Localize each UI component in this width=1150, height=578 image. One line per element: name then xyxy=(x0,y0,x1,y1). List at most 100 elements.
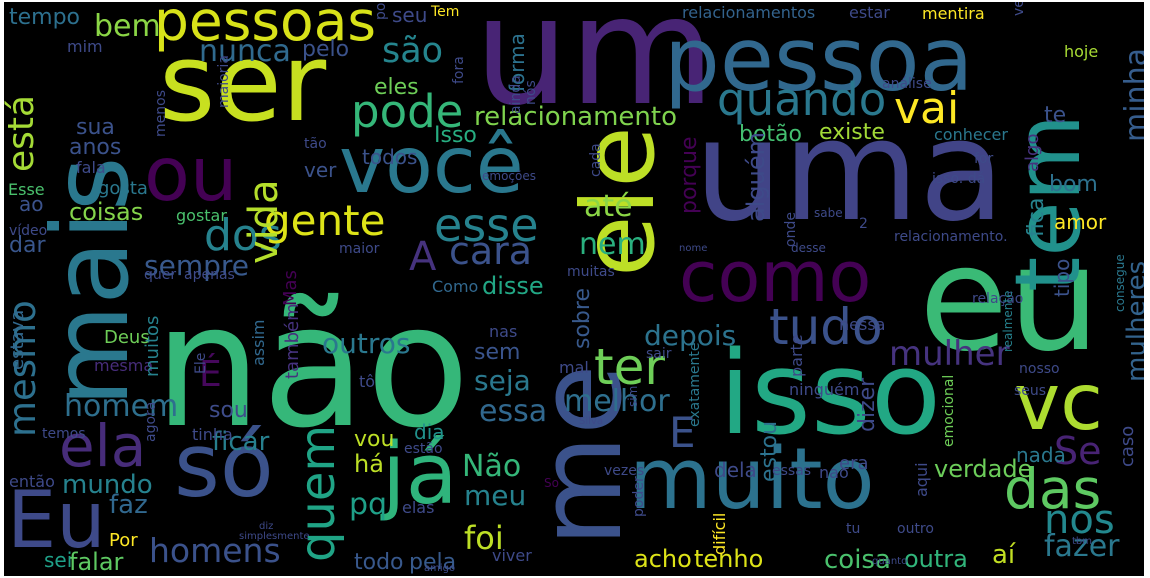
word-cloud-word: pq xyxy=(349,487,388,522)
word-cloud-word: pessoa xyxy=(664,8,974,111)
word-cloud-word: sair xyxy=(646,346,672,362)
word-cloud-word: estar xyxy=(849,3,890,22)
word-cloud-word: homem xyxy=(64,389,179,424)
word-cloud-word: pessoas xyxy=(154,2,377,53)
word-cloud-word: ao xyxy=(19,192,44,216)
word-cloud-word: mim xyxy=(67,37,103,56)
word-cloud-word: homens xyxy=(149,531,281,570)
word-cloud-word: Tem xyxy=(431,4,460,20)
word-cloud-word: até xyxy=(584,189,633,224)
word-cloud-word: cara xyxy=(449,229,533,273)
word-cloud-word: gente xyxy=(264,196,386,245)
word-cloud-word: 2 xyxy=(859,216,868,232)
word-cloud-word: anos xyxy=(69,135,122,160)
word-cloud-word: ainda xyxy=(508,75,524,114)
word-cloud-word: sei xyxy=(44,548,73,572)
word-cloud-word: vez xyxy=(1011,2,1027,16)
word-cloud-word: acho xyxy=(634,545,692,573)
word-cloud-word: ser xyxy=(159,21,327,146)
word-cloud-word: nem xyxy=(579,227,646,262)
word-cloud-word: nosso xyxy=(1019,361,1060,377)
word-cloud-word: difícil xyxy=(710,512,729,555)
word-cloud-word: que xyxy=(1120,125,1144,257)
word-cloud-word: seus xyxy=(1014,383,1047,399)
word-cloud-word: pois xyxy=(373,2,389,20)
word-cloud-word: mesma xyxy=(94,356,154,375)
word-cloud-word: coisas xyxy=(69,198,144,226)
word-cloud-word: tudo xyxy=(769,298,883,356)
word-cloud-word: já xyxy=(382,425,458,524)
word-cloud-word: foi xyxy=(464,519,504,557)
word-cloud-word: vai xyxy=(894,83,960,134)
word-cloud-word: nós xyxy=(523,80,539,105)
word-cloud-word: Como xyxy=(432,277,479,296)
word-cloud-word: porque xyxy=(677,136,702,214)
word-cloud-word: sempre xyxy=(144,249,249,282)
word-cloud-word: temos xyxy=(42,426,86,442)
word-cloud-word: simplesmente xyxy=(239,531,310,542)
word-cloud-word: menos xyxy=(153,90,169,137)
word-cloud-word: poder xyxy=(631,476,647,517)
word-cloud-word: também xyxy=(282,303,303,379)
word-cloud-word: Eu xyxy=(7,476,106,566)
word-cloud-word: estão xyxy=(404,441,443,457)
word-cloud-word: dar xyxy=(9,233,46,258)
word-cloud-word: alguém xyxy=(742,132,770,222)
word-cloud-word: fora xyxy=(451,56,467,84)
word-cloud-word: emocional xyxy=(941,374,957,447)
word-cloud-word: bem xyxy=(94,9,161,44)
word-cloud-canvas: não um uma eu ele isso muito me mais ser pessoa tem… xyxy=(4,2,1144,576)
word-cloud-word: tbm xyxy=(1072,536,1093,547)
word-cloud-word: ficar xyxy=(212,427,270,457)
word-cloud-word: muitas xyxy=(567,264,615,280)
word-cloud-word: falar xyxy=(69,548,124,576)
word-cloud-word: Se xyxy=(1054,429,1102,473)
word-cloud-word: pode xyxy=(351,85,464,138)
word-cloud-word: desse xyxy=(791,241,826,255)
word-cloud-word: sem xyxy=(474,340,521,365)
word-cloud-word: E xyxy=(669,408,696,457)
word-cloud-word: tinha xyxy=(192,425,233,444)
word-cloud-word: viver xyxy=(492,546,532,565)
word-cloud-word: essa xyxy=(479,394,548,429)
word-cloud-word: assim xyxy=(249,319,268,366)
word-cloud-word: dos xyxy=(204,210,282,261)
word-cloud-word: verdade xyxy=(934,455,1033,483)
word-cloud-word: pela xyxy=(409,550,457,575)
word-cloud-word: seja xyxy=(474,364,531,397)
word-cloud-word: Deus xyxy=(104,327,150,348)
word-cloud-word: consegue xyxy=(1113,254,1127,312)
word-cloud-word: mundo xyxy=(62,470,153,500)
word-cloud-word: sim xyxy=(626,385,640,407)
word-cloud-word: nao xyxy=(819,463,849,482)
word-cloud-word: essas xyxy=(772,463,812,479)
word-cloud-word: gosta xyxy=(98,178,148,199)
word-cloud-word: nas xyxy=(489,322,518,341)
word-cloud-word: aqui xyxy=(912,462,931,497)
word-cloud-word: nessa xyxy=(839,315,886,334)
word-cloud-word: tu xyxy=(846,521,861,537)
word-cloud-word: for xyxy=(974,151,994,167)
word-cloud-word: tempo xyxy=(9,5,81,30)
word-cloud-word: Isso xyxy=(434,123,477,148)
word-cloud-word: vou xyxy=(354,427,395,452)
word-cloud-word: maioria xyxy=(216,55,232,108)
word-cloud-word: Não xyxy=(462,449,522,484)
word-cloud-word: agora xyxy=(143,401,159,442)
word-cloud-word: como xyxy=(679,236,872,318)
word-cloud-word: Ele xyxy=(193,352,209,374)
word-cloud-word: minha xyxy=(1119,48,1144,142)
word-cloud-word: isso. dá xyxy=(932,171,986,187)
word-cloud-word: análise xyxy=(882,76,932,92)
word-cloud-word: está xyxy=(4,94,42,172)
word-cloud-word: são xyxy=(382,31,444,71)
word-cloud-word: ter xyxy=(594,338,665,396)
word-cloud-word: botão xyxy=(739,122,802,147)
word-cloud-word: então xyxy=(9,472,55,491)
word-cloud-word: emoções xyxy=(482,169,536,183)
word-cloud-word: ninguém xyxy=(789,380,860,399)
word-cloud-word: maior xyxy=(339,241,380,257)
word-cloud-word: um xyxy=(474,2,716,139)
word-cloud-word: outro xyxy=(897,521,934,537)
